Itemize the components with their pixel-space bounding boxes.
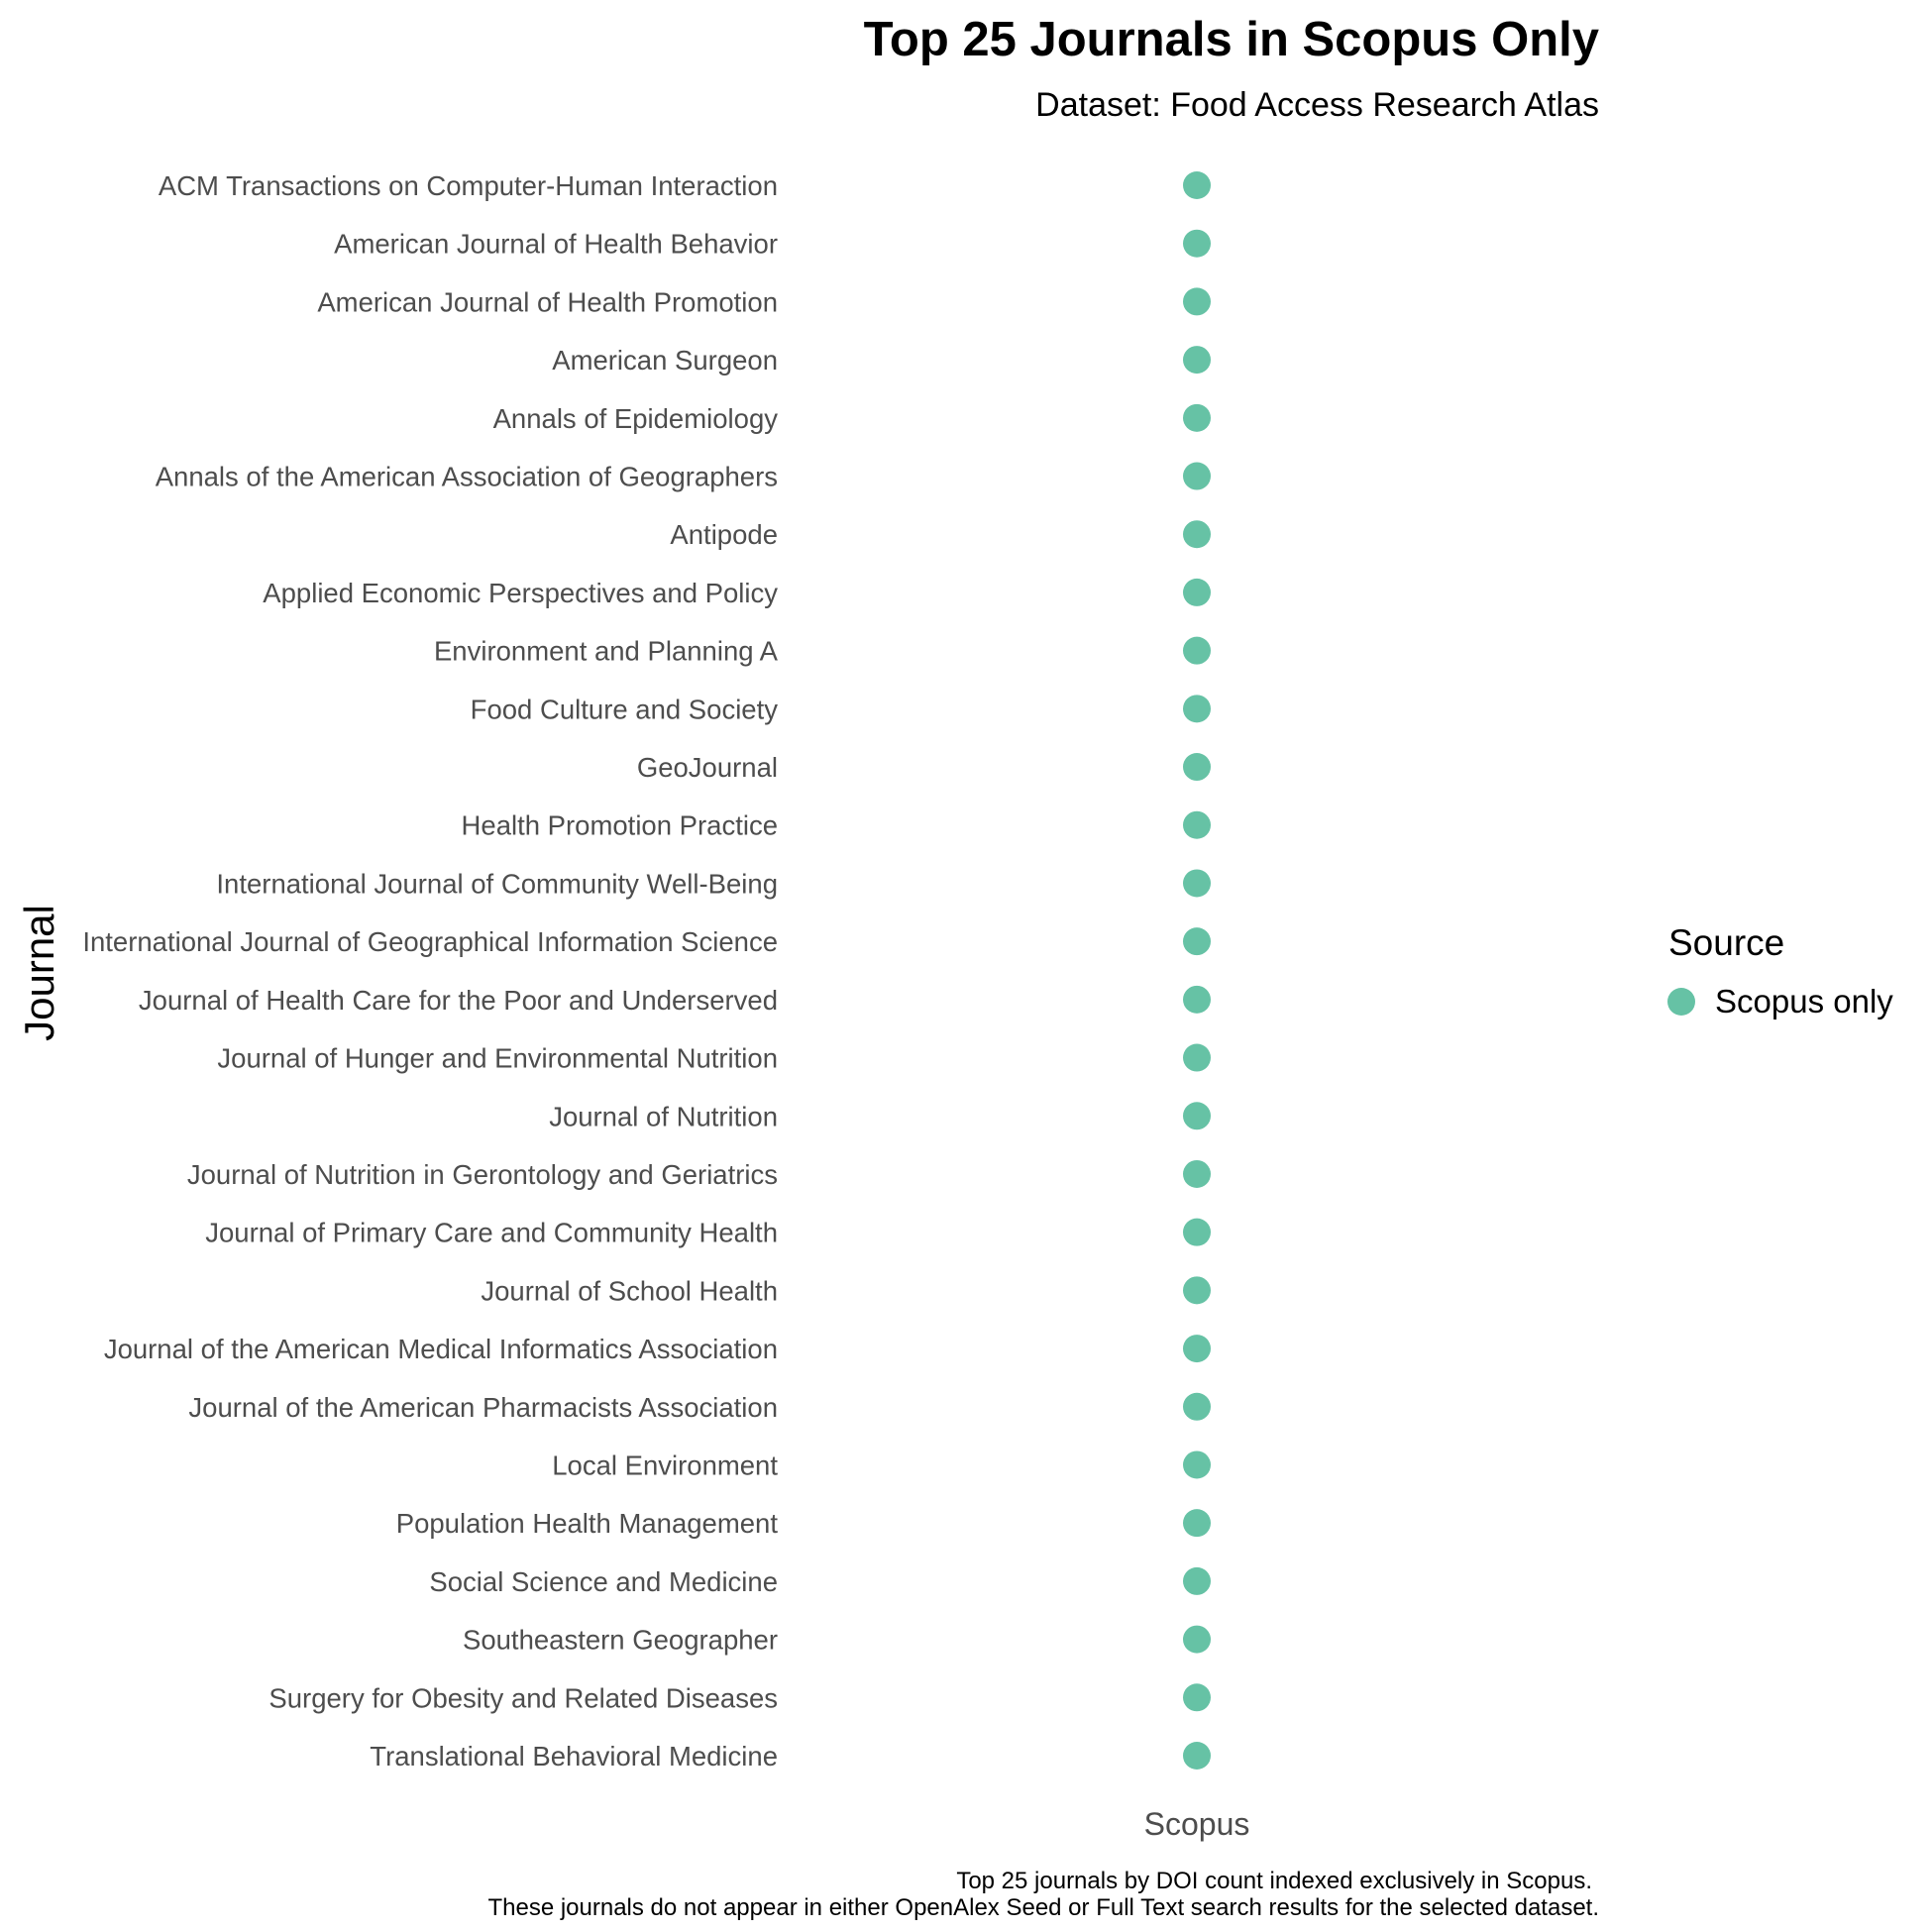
data-point bbox=[1183, 287, 1211, 316]
y-tick-label: Health Promotion Practice bbox=[462, 810, 778, 841]
legend-label: Scopus only bbox=[1715, 983, 1893, 1020]
y-tick-label: Southeastern Geographer bbox=[463, 1625, 778, 1656]
chart-title: Top 25 Journals in Scopus Only bbox=[864, 13, 1599, 66]
data-points bbox=[1183, 171, 1211, 1770]
data-point bbox=[1183, 403, 1211, 432]
data-point bbox=[1183, 462, 1211, 490]
data-point bbox=[1183, 1509, 1211, 1538]
data-point bbox=[1183, 695, 1211, 723]
caption-line-2: These journals do not appear in either O… bbox=[487, 1894, 1599, 1921]
x-tick-label: Scopus bbox=[1144, 1806, 1250, 1842]
y-tick-label: Journal of the American Medical Informat… bbox=[104, 1334, 778, 1364]
data-point bbox=[1183, 229, 1211, 258]
data-point bbox=[1183, 753, 1211, 782]
y-tick-label: American Journal of Health Promotion bbox=[317, 286, 778, 317]
data-point bbox=[1183, 346, 1211, 375]
y-tick-label: Annals of Epidemiology bbox=[493, 403, 779, 434]
data-point bbox=[1183, 1159, 1211, 1188]
data-point bbox=[1183, 810, 1211, 839]
y-tick-label: Journal of Health Care for the Poor and … bbox=[139, 985, 778, 1016]
data-point bbox=[1183, 1276, 1211, 1305]
y-tick-label: Antipode bbox=[670, 519, 778, 550]
y-tick-label: Surgery for Obesity and Related Diseases bbox=[268, 1682, 778, 1713]
y-axis-label: Journal bbox=[16, 905, 62, 1041]
y-tick-label: Local Environment bbox=[552, 1449, 778, 1480]
data-point bbox=[1183, 927, 1211, 956]
data-point bbox=[1183, 1683, 1211, 1712]
y-tick-label: Food Culture and Society bbox=[471, 694, 779, 724]
y-tick-label: Environment and Planning A bbox=[434, 636, 779, 667]
y-tick-label: Journal of the American Pharmacists Asso… bbox=[188, 1392, 778, 1423]
chart-subtitle: Dataset: Food Access Research Atlas bbox=[1035, 86, 1599, 124]
data-point bbox=[1183, 1218, 1211, 1246]
data-point bbox=[1183, 869, 1211, 898]
data-point bbox=[1183, 1450, 1211, 1479]
caption-line-1: Top 25 journals by DOI count indexed exc… bbox=[956, 1868, 1592, 1894]
legend: Source Scopus only bbox=[1667, 922, 1893, 1020]
y-tick-label: Journal of School Health bbox=[481, 1275, 778, 1306]
data-point bbox=[1183, 171, 1211, 199]
y-tick-label: International Journal of Geographical In… bbox=[82, 926, 778, 957]
caption: Top 25 journals by DOI count indexed exc… bbox=[487, 1868, 1599, 1921]
data-point bbox=[1183, 1335, 1211, 1363]
legend-swatch bbox=[1667, 988, 1695, 1016]
y-tick-label: Social Science and Medicine bbox=[429, 1566, 778, 1597]
y-tick-label: Applied Economic Perspectives and Policy bbox=[263, 578, 778, 608]
y-axis-ticks: ACM Transactions on Computer-Human Inter… bbox=[82, 170, 778, 1771]
y-tick-label: International Journal of Community Well-… bbox=[216, 868, 778, 899]
data-point bbox=[1183, 1566, 1211, 1595]
y-tick-label: Population Health Management bbox=[396, 1508, 779, 1539]
y-tick-label: American Surgeon bbox=[552, 345, 778, 376]
y-tick-label: ACM Transactions on Computer-Human Inter… bbox=[159, 170, 778, 201]
data-point bbox=[1183, 1392, 1211, 1421]
y-tick-label: Journal of Nutrition bbox=[549, 1101, 778, 1131]
y-tick-label: Journal of Primary Care and Community He… bbox=[205, 1218, 778, 1248]
data-point bbox=[1183, 1742, 1211, 1770]
data-point bbox=[1183, 985, 1211, 1014]
x-axis-ticks: Scopus bbox=[1144, 1806, 1250, 1842]
data-point bbox=[1183, 636, 1211, 665]
data-point bbox=[1183, 520, 1211, 549]
y-tick-label: Journal of Nutrition in Gerontology and … bbox=[187, 1159, 778, 1190]
data-point bbox=[1183, 1625, 1211, 1654]
data-point bbox=[1183, 578, 1211, 606]
legend-title: Source bbox=[1668, 922, 1784, 963]
data-point bbox=[1183, 1043, 1211, 1072]
y-tick-label: Annals of the American Association of Ge… bbox=[156, 462, 778, 492]
y-tick-label: Journal of Hunger and Environmental Nutr… bbox=[217, 1043, 778, 1074]
y-tick-label: Translational Behavioral Medicine bbox=[370, 1741, 778, 1771]
y-tick-label: GeoJournal bbox=[637, 752, 778, 783]
data-point bbox=[1183, 1102, 1211, 1130]
y-tick-label: American Journal of Health Behavior bbox=[334, 229, 778, 260]
